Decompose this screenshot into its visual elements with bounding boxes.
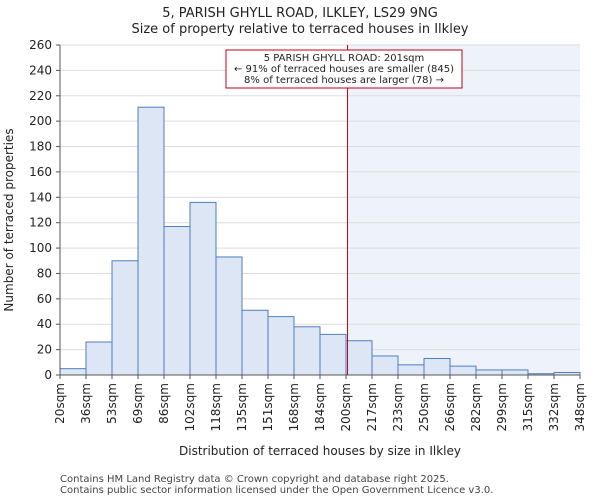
annotation-line-2: ← 91% of terraced houses are smaller (84… [234,64,454,75]
y-tick-label: 180 [29,140,52,154]
larger-region-shade [347,45,580,375]
y-tick-label: 260 [29,38,52,52]
y-tick-label: 160 [29,165,52,179]
histogram-bar [319,333,347,376]
x-axis-label: Distribution of terraced houses by size … [179,444,461,458]
histogram-bar [293,326,321,376]
y-axis-label: Number of terraced properties [2,128,16,311]
annotation-line-1: 5 PARISH GHYLL ROAD: 201sqm [264,53,425,64]
histogram-bar [163,226,191,376]
y-tick-label: 120 [29,216,52,230]
x-tick-label: 53sqm [105,383,119,424]
x-tick-label: 36sqm [79,383,93,424]
x-tick-label: 332sqm [547,383,561,431]
histogram-bar [215,256,243,376]
x-tick-label: 135sqm [235,383,249,431]
x-tick-label: 184sqm [313,383,327,431]
y-tick-label: 20 [37,343,52,357]
histogram-bar [241,309,269,376]
footer-line-1: Contains HM Land Registry data © Crown c… [60,474,449,485]
x-tick-label: 299sqm [495,383,509,431]
histogram-bar [111,260,139,376]
x-tick-label: 102sqm [183,383,197,431]
x-tick-label: 151sqm [261,383,275,431]
histogram-bar [267,316,295,376]
histogram-bar [423,358,451,376]
y-tick-label: 240 [29,63,52,77]
y-tick-label: 100 [29,241,52,255]
histogram-bar [85,341,113,376]
y-tick-label: 200 [29,114,52,128]
footer-line-2: Contains public sector information licen… [60,485,494,496]
histogram-bar [371,355,399,376]
histogram-bar [59,368,87,376]
x-tick-label: 250sqm [417,383,431,431]
histogram-bar [345,340,373,376]
annotation-box [225,49,463,89]
x-tick-label: 315sqm [521,383,535,431]
histogram-bar [189,201,217,376]
x-tick-label: 266sqm [443,383,457,431]
x-tick-label: 217sqm [365,383,379,431]
x-tick-label: 233sqm [391,383,405,431]
x-tick-label: 200sqm [339,383,353,431]
histogram-bar [137,106,165,376]
y-tick-label: 220 [29,89,52,103]
y-tick-label: 140 [29,190,52,204]
chart-title: 5, PARISH GHYLL ROAD, ILKLEY, LS29 9NG [162,6,438,21]
x-tick-label: 20sqm [53,383,67,424]
y-tick-label: 40 [37,317,52,331]
x-tick-label: 86sqm [157,383,171,424]
annotation-line-3: 8% of terraced houses are larger (78) → [244,75,444,86]
y-tick-label: 60 [37,292,52,306]
histogram-bar [449,365,477,376]
histogram-bar [501,369,529,376]
y-tick-label: 80 [37,266,52,280]
y-tick-label: 0 [44,368,52,382]
histogram-bar [475,369,503,376]
x-tick-label: 69sqm [131,383,145,424]
x-tick-label: 118sqm [209,383,223,431]
x-tick-label: 348sqm [573,383,587,431]
chart-subtitle: Size of property relative to terraced ho… [131,22,469,37]
x-tick-label: 282sqm [469,383,483,431]
histogram-bar [397,364,425,376]
x-tick-label: 168sqm [287,383,301,431]
